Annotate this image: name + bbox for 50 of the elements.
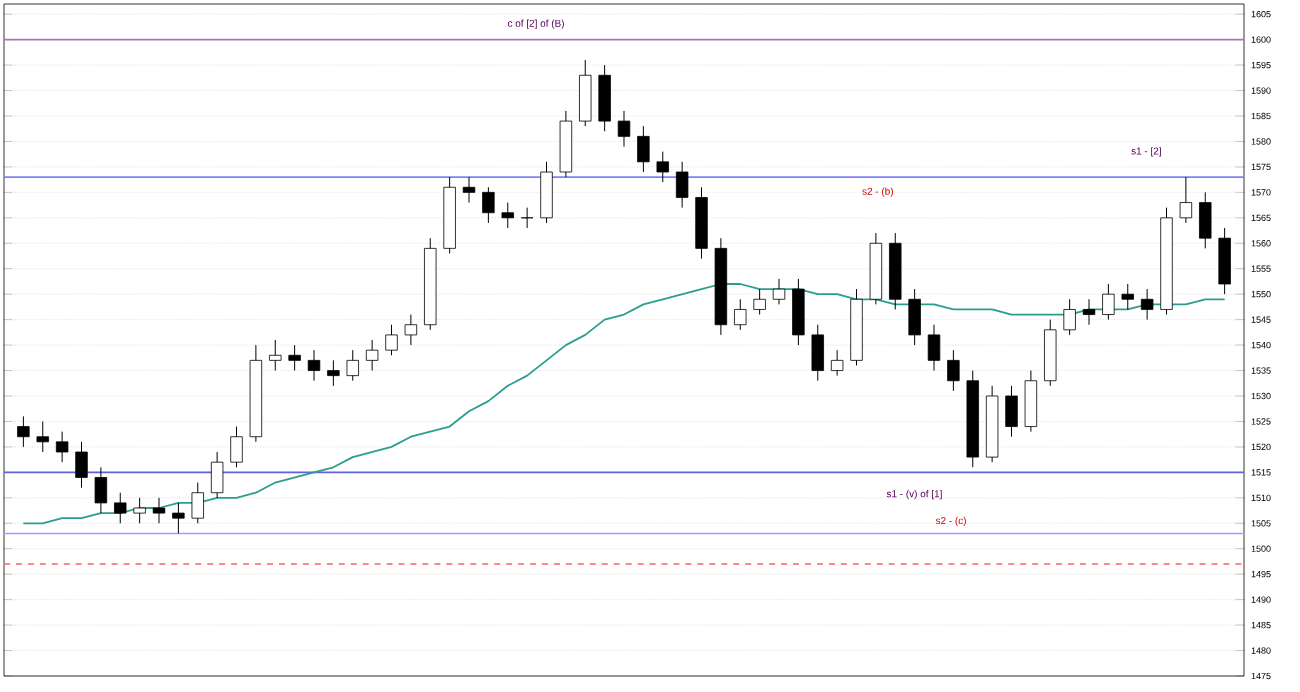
candlestick — [269, 339, 282, 372]
candlestick — [94, 466, 108, 514]
candlestick — [1121, 283, 1134, 310]
candlestick — [1199, 191, 1212, 249]
candlestick — [75, 441, 88, 489]
candlestick — [327, 359, 340, 387]
candlestick — [1218, 227, 1231, 295]
candlestick — [133, 497, 146, 524]
candlestick — [365, 339, 379, 372]
candlestick — [346, 349, 359, 382]
candlestick — [230, 426, 243, 468]
candlestick — [830, 349, 844, 377]
candlestick — [947, 349, 960, 392]
candlestick — [579, 59, 592, 127]
candlestick — [191, 482, 204, 524]
candlestick — [55, 431, 69, 463]
candlestick — [772, 278, 786, 305]
candlestick — [172, 502, 185, 534]
candlestick — [675, 161, 689, 209]
candlestick — [288, 344, 301, 372]
candlestick — [114, 492, 127, 524]
candlestick — [540, 161, 553, 224]
candlestick — [734, 298, 747, 331]
candlestick — [1024, 370, 1038, 433]
candlestick — [811, 324, 824, 382]
candlestick — [598, 64, 611, 132]
candlestick — [753, 288, 766, 316]
candlestick — [1005, 385, 1018, 438]
candlestick — [210, 451, 224, 499]
candlestick — [152, 497, 166, 524]
candlestick — [617, 110, 631, 148]
candlestick — [1179, 176, 1193, 224]
candlestick — [1063, 298, 1076, 336]
candlestick — [307, 349, 321, 382]
candlestick — [656, 151, 669, 183]
candlestick — [462, 176, 476, 204]
candlestick — [792, 278, 805, 346]
candlestick — [637, 125, 650, 173]
candlestick — [908, 288, 921, 346]
candlestick — [36, 420, 49, 453]
candlestick — [17, 415, 30, 448]
candlestick — [501, 202, 514, 229]
candlestick — [482, 186, 495, 224]
candlestick — [1082, 298, 1096, 326]
candlestick — [927, 324, 941, 372]
candlestick — [404, 314, 418, 346]
candlestick — [1102, 283, 1115, 321]
candlestick — [385, 324, 398, 356]
candlestick — [520, 207, 534, 229]
candlestick — [1140, 288, 1154, 321]
